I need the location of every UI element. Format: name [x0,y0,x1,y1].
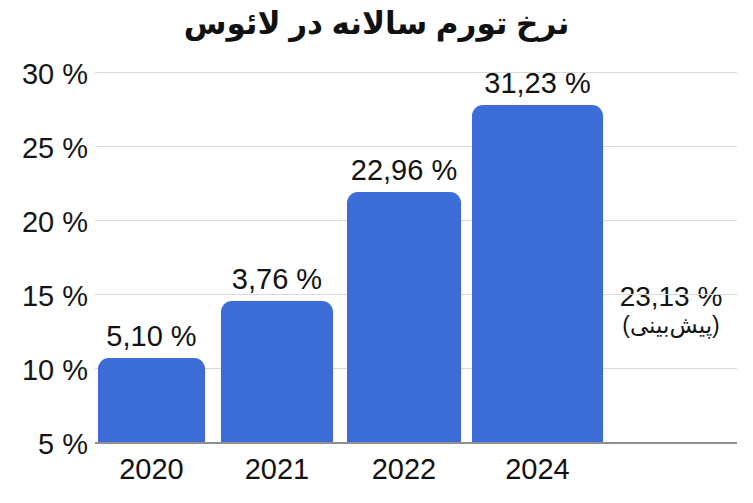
bar-2022 [347,192,461,443]
bar-value-label-2022: 22,96 % [314,155,494,185]
y-tick-label-20: 20 % [0,207,88,237]
forecast-value-label: 23,13 % [600,281,742,312]
inflation-bar-chart: نرخ تورم سالانه در لائوس 23,13 % (پیش‌بی… [0,0,753,503]
x-tick-label-2021: 2021 [217,454,337,484]
gridline-30 [95,72,737,73]
bar-value-label-2024: 31,23 % [448,68,628,98]
x-tick-label-2024: 2024 [478,454,598,484]
forecast-note-label: (پیش‌بینی) [600,312,742,339]
y-tick-label-10: 10 % [0,355,88,385]
forecast-annotation: 23,13 % (پیش‌بینی) [600,281,742,339]
x-tick-label-2020: 2020 [92,454,212,484]
bar-2020 [98,358,205,443]
y-tick-label-15: 15 % [0,281,88,311]
bar-value-label-2021: 3,76 % [187,264,367,294]
bar-value-label-2020: 5,10 % [62,321,242,351]
gridline-25 [95,146,737,147]
x-axis-line [95,442,737,444]
bar-2021 [221,301,333,443]
y-tick-label-5: 5 % [0,429,88,459]
x-tick-label-2022: 2022 [344,454,464,484]
y-tick-label-30: 30 % [0,59,88,89]
bar-2024 [472,105,603,443]
chart-title: نرخ تورم سالانه در لائوس [0,5,753,42]
y-tick-label-25: 25 % [0,133,88,163]
